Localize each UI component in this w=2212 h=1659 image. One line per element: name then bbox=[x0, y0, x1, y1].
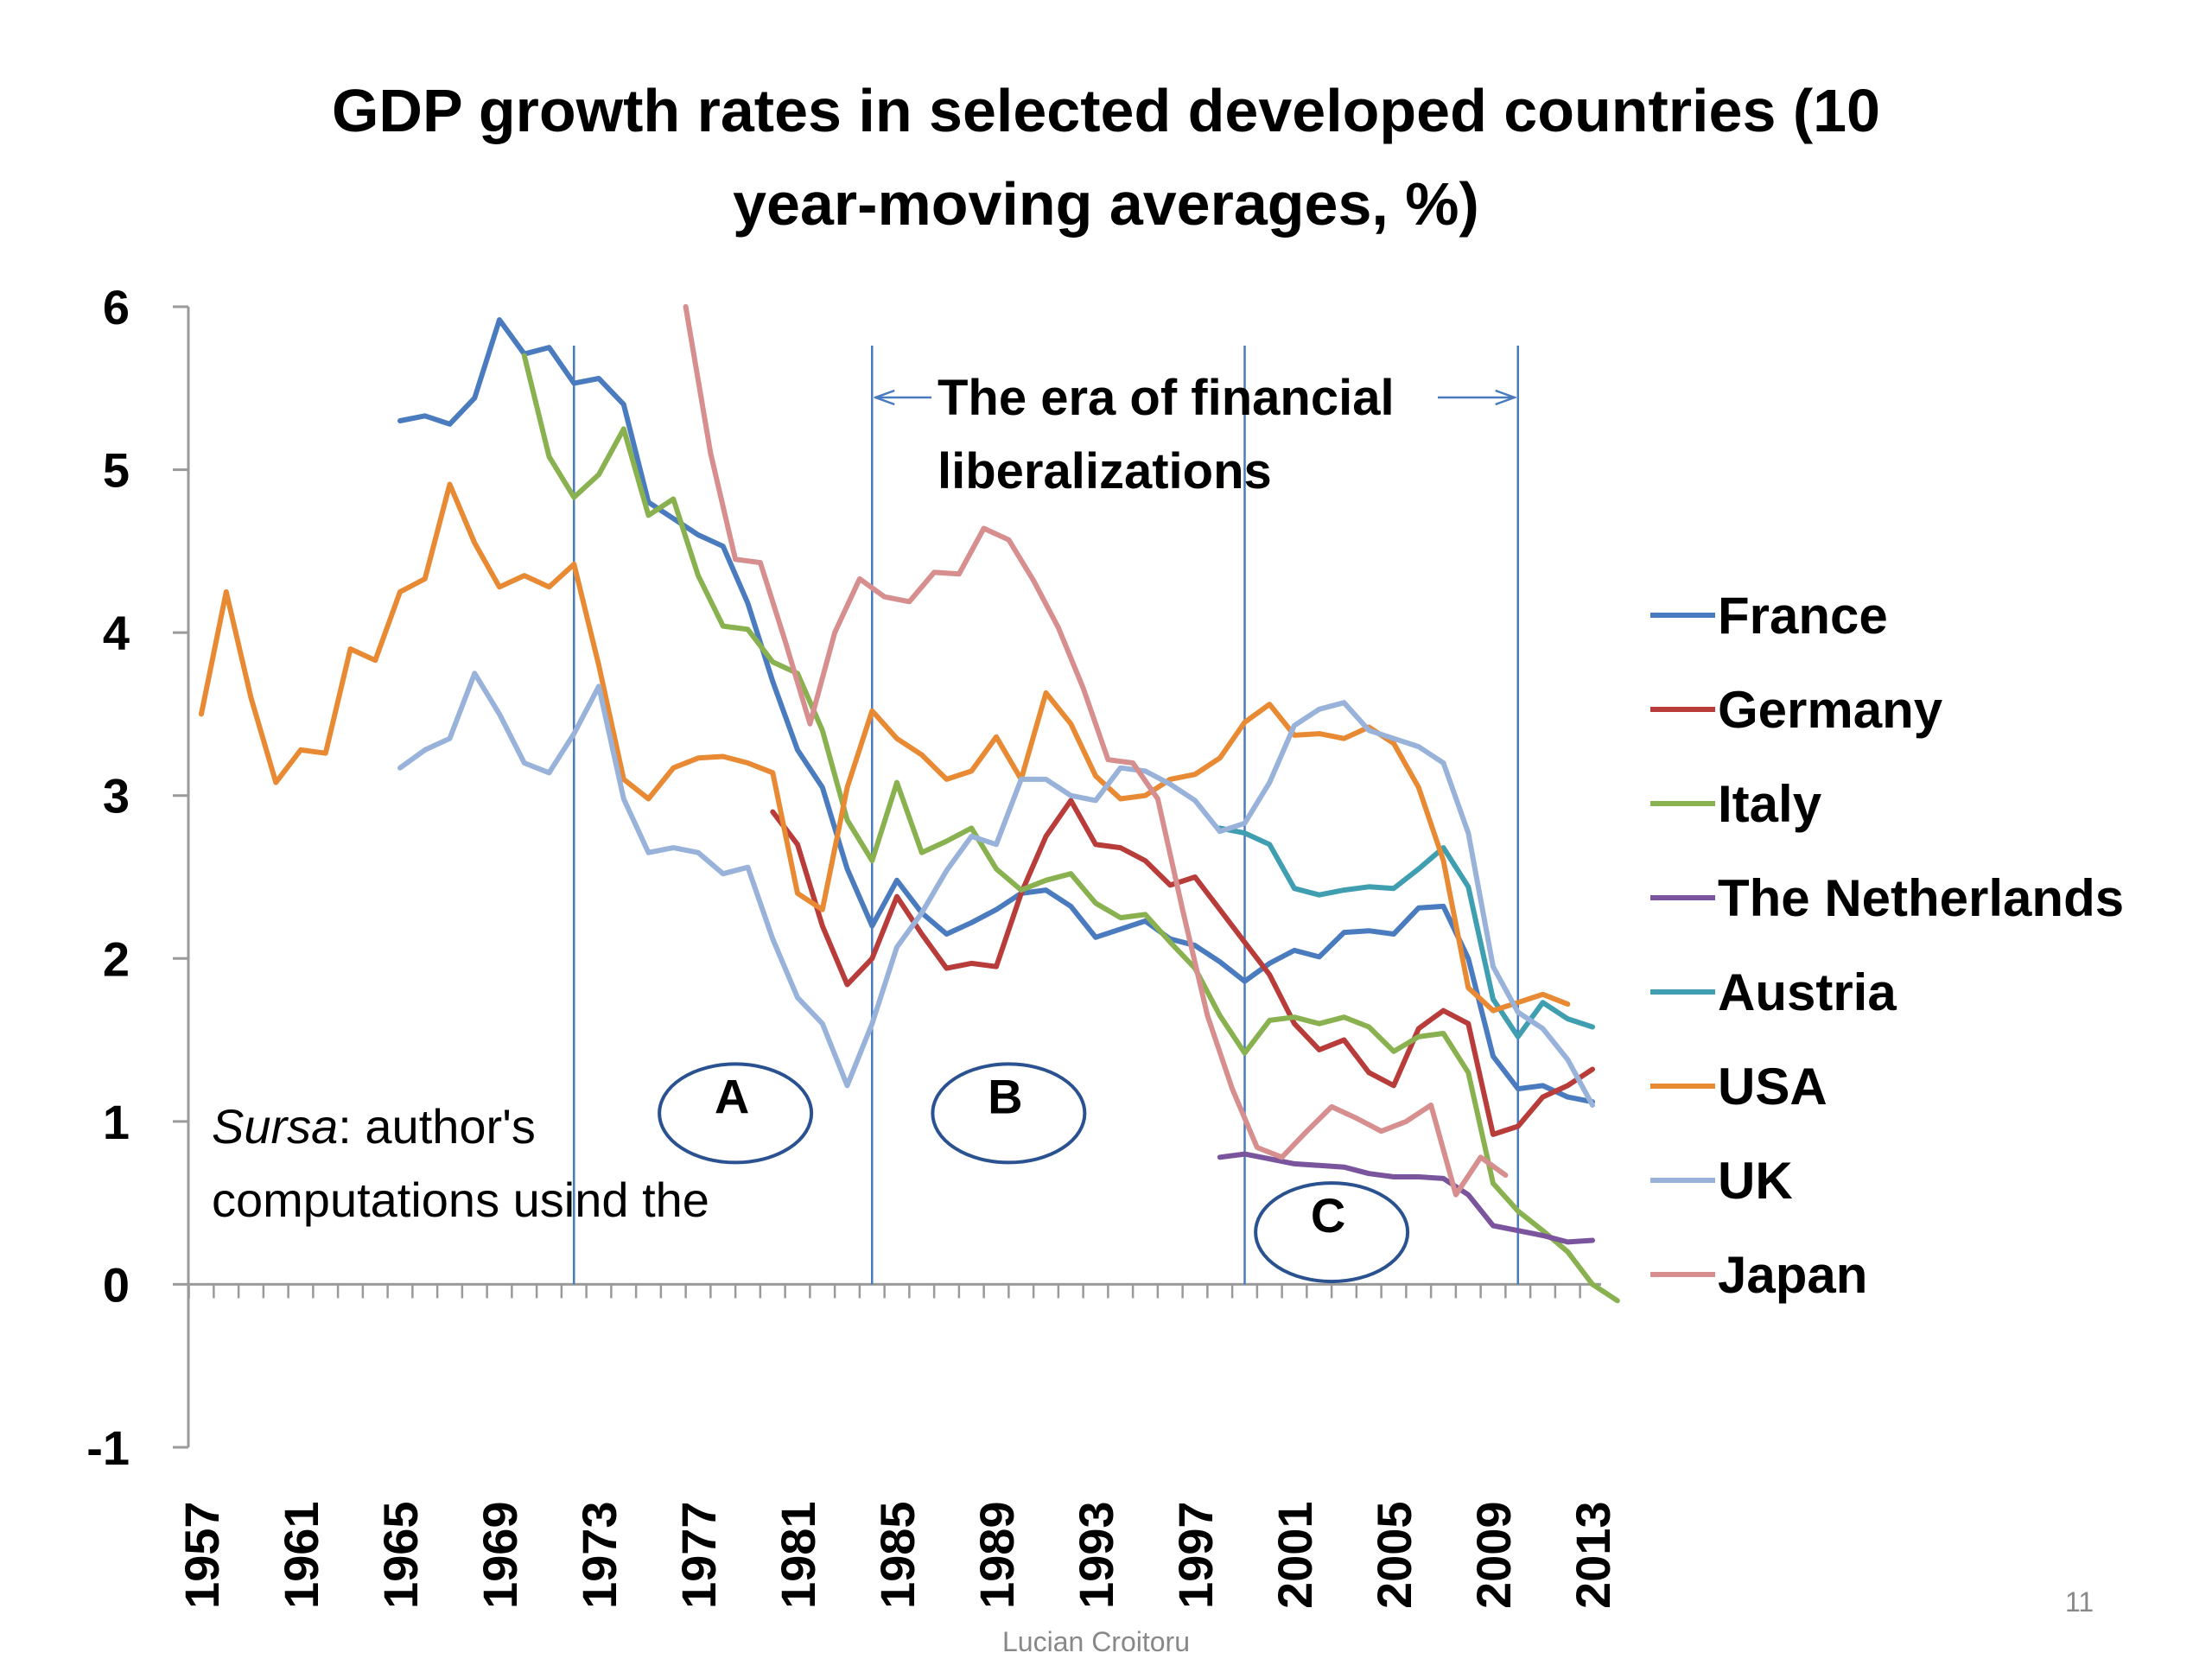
y-tick-label: 5 bbox=[103, 443, 130, 498]
y-tick-label: -1 bbox=[86, 1421, 130, 1475]
legend-label: Italy bbox=[1718, 775, 1822, 833]
x-tick-label: 1989 bbox=[969, 1501, 1024, 1609]
series-line-germany bbox=[770, 798, 1595, 1137]
x-tick-label: 2009 bbox=[1466, 1501, 1521, 1609]
x-tick-label: 2005 bbox=[1367, 1501, 1421, 1609]
x-tick-label: 2001 bbox=[1268, 1501, 1322, 1609]
x-tick-label: 1957 bbox=[175, 1501, 229, 1609]
series-line-usa bbox=[199, 481, 1571, 1014]
legend-label: The Netherlands bbox=[1718, 869, 2124, 927]
page-number: 11 bbox=[2065, 1586, 2094, 1618]
axes bbox=[173, 305, 1601, 1449]
x-tick-label: 1993 bbox=[1069, 1501, 1123, 1609]
y-tick-label: 3 bbox=[103, 769, 130, 823]
period-label-c: C bbox=[1311, 1188, 1345, 1243]
annotations: The era of financial liberalizations A B C Su… bbox=[212, 370, 1515, 1284]
source-text: : author's bbox=[338, 1099, 536, 1154]
legend-label: USA bbox=[1718, 1058, 1827, 1116]
period-circle-c bbox=[1254, 1181, 1410, 1284]
series-line-austria bbox=[1217, 825, 1595, 1039]
y-tick-labels: 6 5 4 3 2 1 0 -1 bbox=[86, 280, 130, 1475]
series-lines bbox=[199, 304, 1620, 1304]
y-tick-label: 4 bbox=[103, 606, 130, 660]
x-tick-label: 1981 bbox=[771, 1501, 825, 1609]
chart-title-line1: GDP growth rates in selected developed c… bbox=[331, 77, 1880, 144]
series-line-italy bbox=[521, 353, 1620, 1304]
x-tick-label: 2013 bbox=[1566, 1501, 1620, 1609]
x-tick-labels: 1957 1961 1965 1969 1973 1977 1981 1985 1989 1993… bbox=[175, 1501, 1620, 1609]
source-label: Sursa bbox=[212, 1099, 338, 1154]
chart-title-line2: year-moving averages, %) bbox=[733, 170, 1479, 238]
period-circle-a bbox=[658, 1062, 814, 1165]
source-note-line1: Sursa: author's bbox=[212, 1099, 536, 1154]
legend-label: France bbox=[1718, 587, 1888, 645]
source-note-line2: computations usind the bbox=[212, 1173, 709, 1227]
legend-label: Germany bbox=[1718, 681, 1943, 739]
period-label-a: A bbox=[715, 1069, 749, 1123]
series-line-france bbox=[397, 317, 1595, 1105]
legend-label: UK bbox=[1718, 1152, 1793, 1210]
y-tick-label: 0 bbox=[103, 1257, 130, 1312]
legend: France Germany Italy The Netherlands Austria… bbox=[1650, 587, 2124, 1304]
era-label-line2: liberalizations bbox=[938, 443, 1272, 499]
x-tick-label: 1969 bbox=[473, 1501, 527, 1609]
y-tick-label: 1 bbox=[103, 1095, 130, 1149]
legend-label: Japan bbox=[1718, 1246, 1867, 1304]
series-line-the-netherlands bbox=[1217, 1151, 1595, 1245]
era-label-line1: The era of financial bbox=[938, 370, 1395, 426]
legend-label: Austria bbox=[1718, 963, 1897, 1021]
x-tick-label: 1997 bbox=[1168, 1501, 1223, 1609]
period-label-b: B bbox=[988, 1069, 1022, 1123]
x-tick-label: 1985 bbox=[870, 1501, 925, 1609]
series-line-japan bbox=[683, 304, 1509, 1198]
author-credit: Lucian Croitoru bbox=[1002, 1626, 1190, 1657]
x-tick-label: 1965 bbox=[373, 1501, 428, 1609]
x-tick-label: 1973 bbox=[572, 1501, 626, 1609]
y-tick-label: 6 bbox=[103, 280, 130, 334]
x-tick-label: 1977 bbox=[671, 1501, 726, 1609]
y-tick-label: 2 bbox=[103, 931, 130, 986]
series-line-uk bbox=[397, 671, 1595, 1108]
period-circle-b bbox=[931, 1062, 1087, 1165]
x-tick-label: 1961 bbox=[274, 1501, 328, 1609]
